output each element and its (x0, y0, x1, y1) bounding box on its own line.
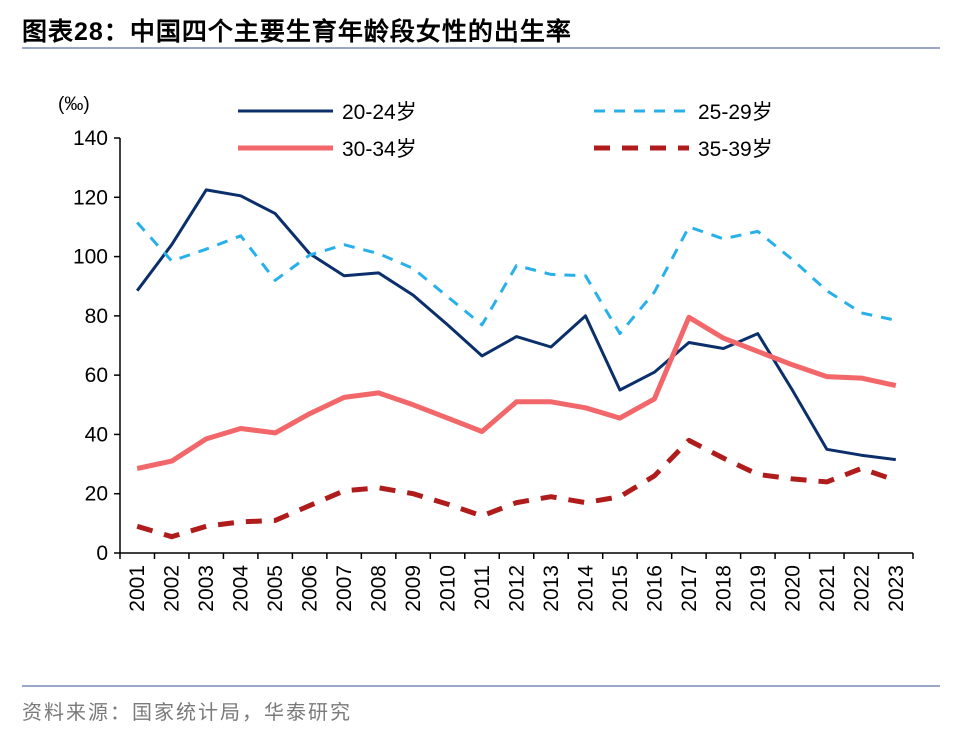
y-unit-label: (‰) (58, 94, 90, 115)
series-line-4 (136, 437, 897, 540)
x-tick-label: 2017 (678, 565, 701, 612)
x-tick-label: 2020 (781, 565, 804, 612)
x-tick-label: 2022 (850, 565, 873, 612)
x-tick-label: 2012 (506, 565, 529, 612)
legend-label-4: 35-39岁 (698, 138, 773, 161)
x-tick-label: 2009 (402, 565, 425, 612)
x-tick-label: 2006 (299, 565, 322, 612)
x-tick-label: 2016 (643, 565, 666, 612)
x-tick-label: 2010 (437, 565, 460, 612)
line-chart: (‰) 0 20 40 60 80 100 120 140 2001 2002 2003 2004 200… (58, 94, 914, 612)
bottom-divider (22, 685, 940, 687)
x-tick-label: 2015 (609, 565, 632, 612)
series-line-3 (136, 314, 897, 471)
x-tick-label: 2003 (195, 565, 218, 612)
x-tick-label: 2019 (747, 565, 770, 612)
figure-label: 图表28： (22, 18, 130, 46)
y-tick-label: 40 (85, 423, 108, 446)
y-tick-label: 120 (73, 186, 108, 209)
x-tick-label: 2014 (574, 565, 597, 612)
series-line-1 (135, 188, 896, 462)
x-tick-label: 2002 (161, 565, 184, 612)
x-tick-label: 2013 (540, 565, 563, 612)
x-tick-label: 2005 (264, 565, 287, 612)
x-tick-label: 2011 (471, 565, 494, 610)
y-tick-label: 0 (96, 542, 108, 565)
y-tick-label: 60 (85, 364, 108, 387)
y-tick-label: 80 (85, 305, 108, 328)
chart-title: 图表28：中国四个主要生育年龄段女性的出生率 (22, 12, 572, 48)
y-tick-label: 100 (73, 246, 108, 269)
y-tick-label: 20 (85, 483, 108, 506)
legend-label-3: 30-34岁 (342, 138, 417, 161)
x-tick-label: 2018 (712, 565, 735, 612)
figure-title: 中国四个主要生育年龄段女性的出生率 (129, 17, 572, 46)
top-divider (22, 47, 940, 49)
y-tick-label: 140 (73, 127, 108, 150)
x-tick-label: 2021 (816, 565, 839, 612)
source-note: 资料来源：国家统计局，华泰研究 (22, 700, 352, 724)
x-tick-label: 2008 (368, 565, 391, 612)
x-tick-label: 2007 (333, 565, 356, 612)
legend-label-1: 20-24岁 (342, 101, 417, 124)
x-tick-label: 2001 (126, 565, 149, 612)
legend-label-2: 25-29岁 (698, 101, 773, 124)
x-tick-label: 2004 (230, 565, 253, 612)
x-tick-label: 2023 (885, 565, 908, 612)
series-line-2 (136, 221, 897, 336)
